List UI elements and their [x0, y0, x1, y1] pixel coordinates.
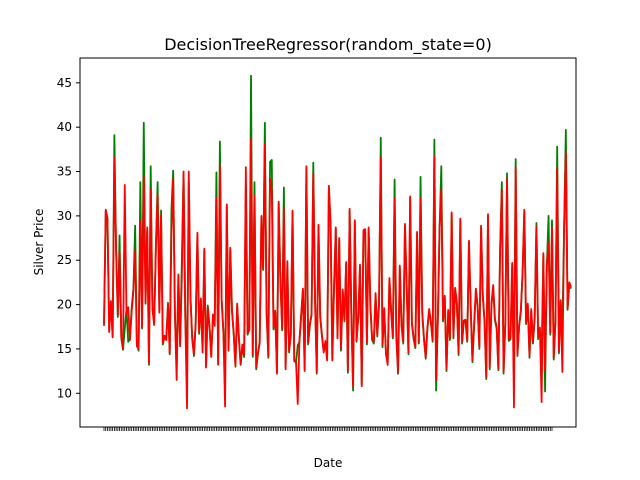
y-axis-label: Silver Price [32, 209, 46, 276]
y-tick-label: 45 [57, 76, 72, 90]
y-tick-label: 35 [57, 165, 72, 179]
y-tick-label: 15 [57, 342, 72, 356]
y-tick-label: 10 [57, 386, 72, 400]
axes-frame [79, 57, 577, 428]
y-tick-label: 40 [57, 120, 72, 134]
x-axis-label: Date [314, 456, 343, 470]
y-tick-label: 30 [57, 209, 72, 223]
series-line-1 [103, 137, 572, 410]
x-axis-ticks [103, 427, 553, 431]
plot-area [103, 74, 572, 410]
y-tick-label: 20 [57, 298, 72, 312]
y-axis-ticks: 10 15 20 25 30 35 40 45 [57, 76, 80, 400]
chart-title: DecisionTreeRegressor(random_state=0) [164, 35, 492, 55]
y-tick-label: 25 [57, 253, 72, 267]
